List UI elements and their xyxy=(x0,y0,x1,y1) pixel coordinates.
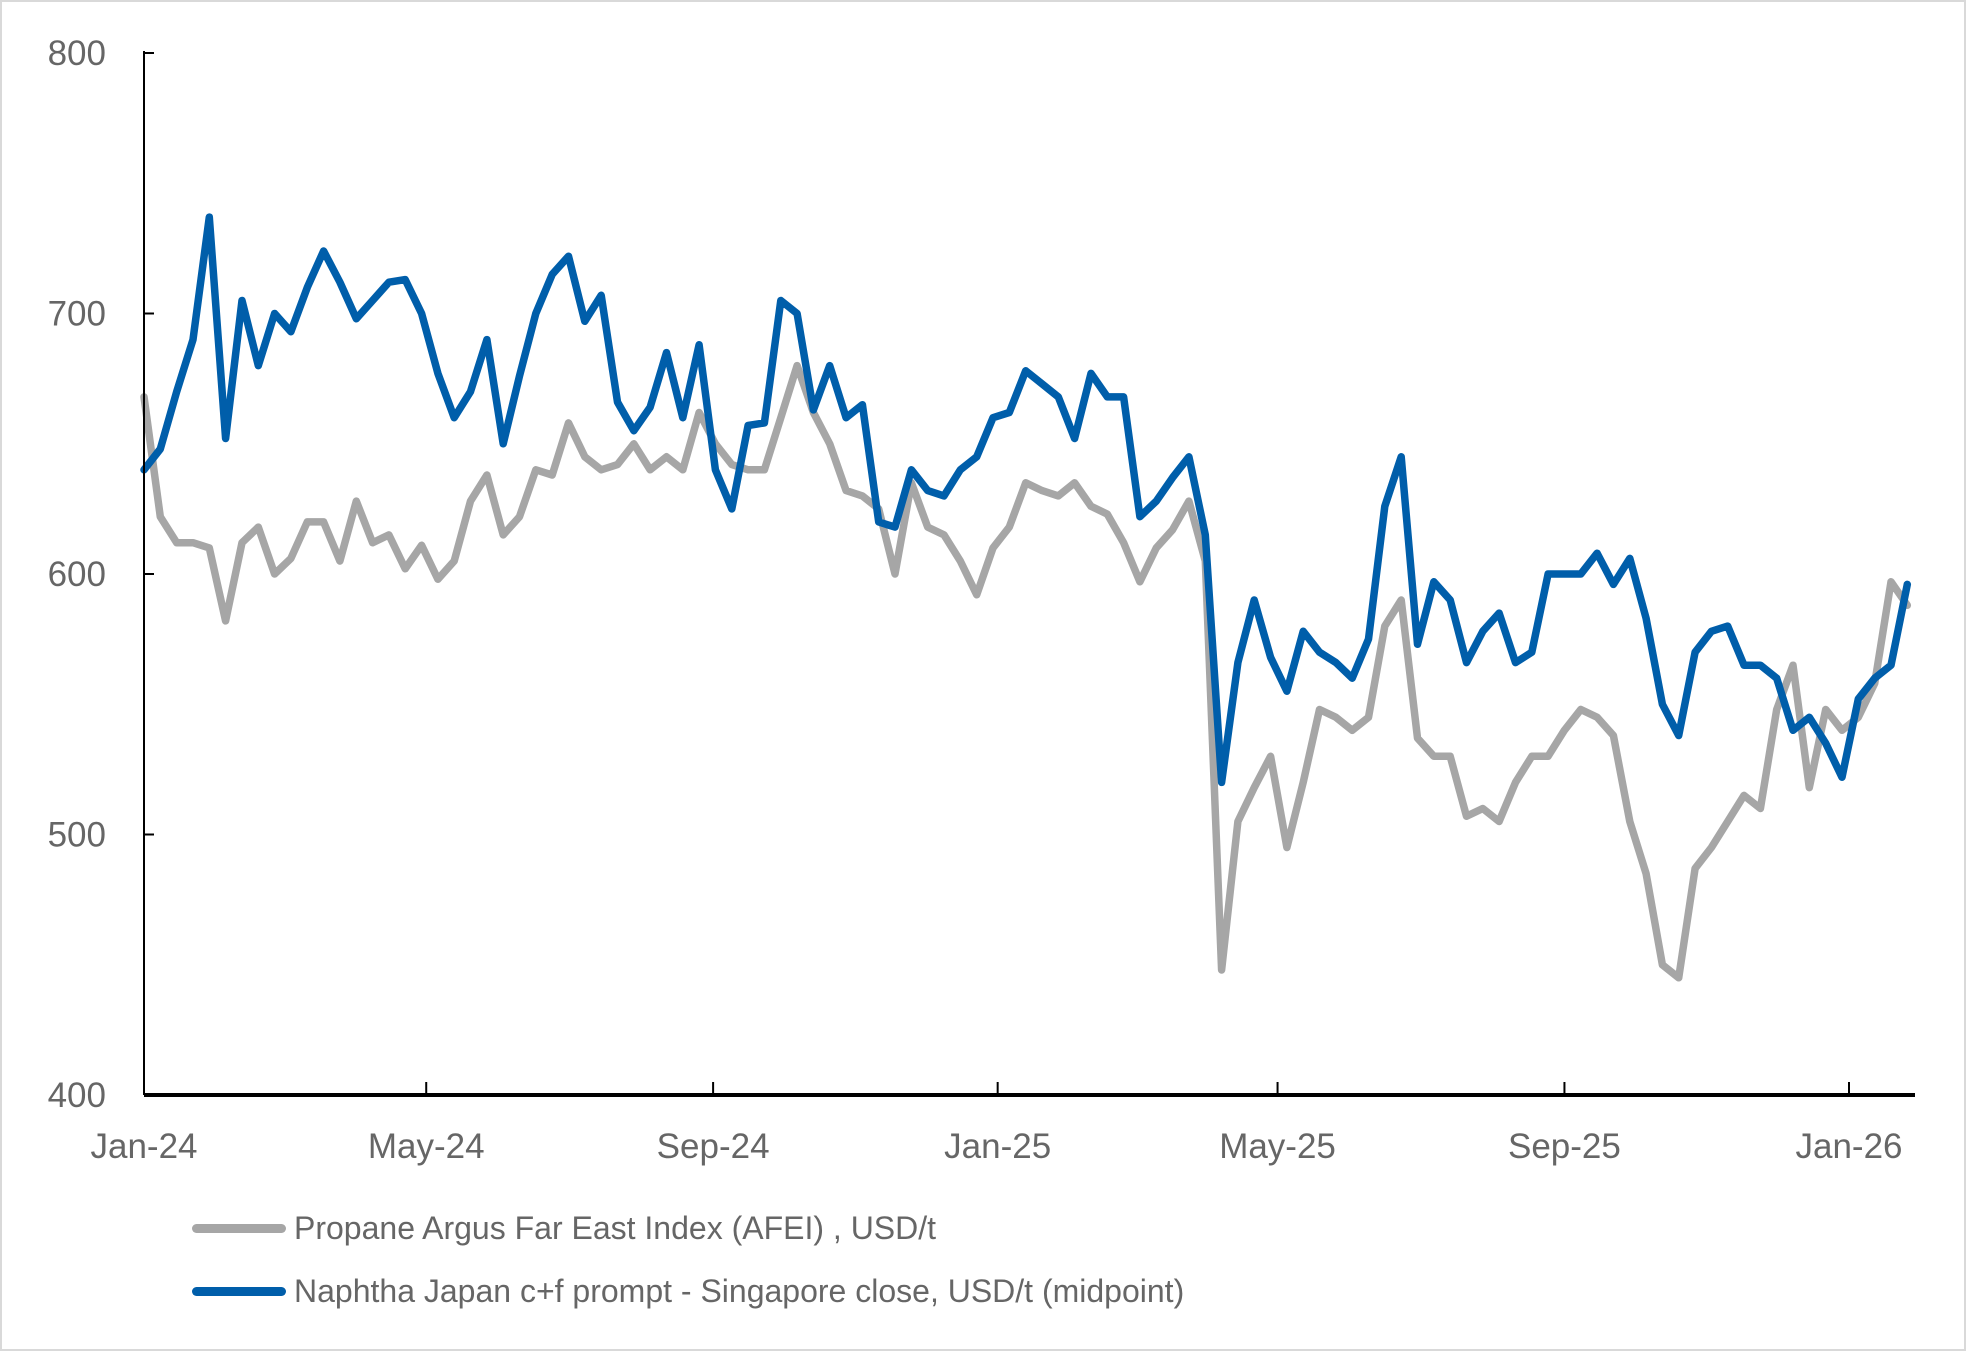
x-tick-label: May-25 xyxy=(1219,1127,1336,1166)
x-tick-label: Jan-25 xyxy=(944,1127,1051,1166)
legend-item-propane: Propane Argus Far East Index (AFEI) , US… xyxy=(192,1210,936,1247)
x-tick-label: Jan-26 xyxy=(1795,1127,1902,1166)
y-tick-label: 400 xyxy=(48,1076,106,1115)
series-layer xyxy=(140,213,1912,982)
y-tick-label: 500 xyxy=(48,816,106,855)
x-tick-label: Sep-25 xyxy=(1508,1127,1621,1166)
y-tick-label: 700 xyxy=(48,295,106,334)
legend-swatch-naphtha xyxy=(192,1287,286,1296)
x-tick-label: May-24 xyxy=(368,1127,485,1166)
x-tick-label: Jan-24 xyxy=(90,1127,197,1166)
legend-item-naphtha: Naphtha Japan c+f prompt - Singapore clo… xyxy=(192,1273,1184,1310)
x-tick-label: Sep-24 xyxy=(657,1127,770,1166)
axis-layer: 400 500 600 700 800 Jan-24 May-24 Sep-24 Jan-25 M… xyxy=(48,34,1915,1166)
y-tick-label: 600 xyxy=(48,555,106,594)
series-line-naphtha xyxy=(140,213,1912,787)
legend-label-propane: Propane Argus Far East Index (AFEI) , US… xyxy=(294,1210,937,1246)
legend-swatch-propane xyxy=(192,1224,286,1233)
y-tick-label: 800 xyxy=(48,34,106,73)
series-line-propane xyxy=(140,361,1912,982)
legend-label-naphtha: Naphtha Japan c+f prompt - Singapore clo… xyxy=(294,1273,1185,1309)
